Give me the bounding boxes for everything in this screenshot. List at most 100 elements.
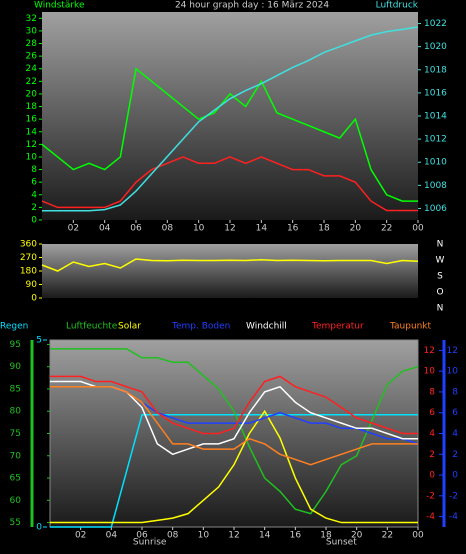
y-tick-label: 16 (26, 115, 38, 125)
y-tick-label: 90 (10, 362, 22, 372)
x-tick-label: 14 (259, 531, 271, 541)
y-tick-label: 6 (31, 178, 37, 188)
y-tick-label: 10 (26, 152, 38, 162)
y2-tick-label: 1016 (424, 88, 447, 98)
y2-tick-label: 1018 (424, 65, 447, 75)
x-tick-label: 22 (382, 531, 393, 541)
y3-tick-label: 5 (36, 336, 42, 346)
annotation: Sunrise (133, 538, 167, 548)
annotation: Sunset (326, 538, 357, 548)
y2-tick-label: 1008 (424, 181, 447, 191)
y-tick-label: 180 (20, 267, 37, 277)
y3-tick-label: 0 (36, 523, 42, 533)
x-tick-label: 08 (162, 224, 174, 234)
direction-label: W (436, 256, 445, 266)
legend-label: Temp. Boden (171, 322, 230, 332)
plot-area (42, 12, 418, 220)
y-tick-label: 95 (10, 340, 21, 350)
direction-label: S (437, 272, 443, 282)
x-tick-label: 12 (228, 531, 239, 541)
x-tick-label: 04 (106, 531, 118, 541)
y-axis-title: Windstärke (34, 1, 85, 11)
y-tick-label: 90 (26, 280, 38, 290)
x-tick-label: 06 (130, 224, 142, 234)
x-tick-label: 20 (350, 224, 362, 234)
plot-area (42, 244, 418, 298)
y-tick-label: 360 (20, 240, 37, 250)
y2-tick-label: 1010 (424, 158, 447, 168)
series-line (50, 409, 418, 524)
y-tick-label: 32 (26, 14, 37, 24)
y2-tick-label: 10 (447, 367, 459, 377)
y2-tick-label: 2 (429, 450, 435, 460)
y2-tick-label: 12 (424, 346, 435, 356)
y-tick-label: 55 (10, 518, 21, 528)
y2-tick-label: 6 (429, 408, 435, 418)
y2-tick-label: 1022 (424, 19, 447, 29)
y-tick-label: 4 (31, 190, 37, 200)
x-tick-label: 10 (193, 224, 205, 234)
x-tick-label: 00 (412, 531, 424, 541)
y-tick-label: 14 (26, 127, 38, 137)
plot-area (49, 339, 419, 528)
y2-tick-label: 2 (452, 450, 458, 460)
y-tick-label: 65 (10, 474, 21, 484)
y2-tick-label: 1014 (424, 112, 447, 122)
x-tick-label: 02 (68, 224, 79, 234)
x-tick-label: 12 (224, 224, 235, 234)
y-tick-label: 20 (26, 89, 38, 99)
direction-label: O (436, 288, 443, 298)
y-tick-label: 24 (26, 64, 38, 74)
legend-label: Windchill (246, 322, 287, 332)
series-line (41, 156, 418, 212)
x-tick-label: 02 (75, 531, 86, 541)
x-tick-label: 16 (287, 224, 299, 234)
legend-label: Solar (118, 322, 141, 332)
series-line (50, 414, 418, 528)
y-tick-label: 0 (31, 294, 37, 304)
y-tick-label: 8 (31, 165, 37, 175)
x-tick-label: 08 (167, 531, 179, 541)
chart-title: 24 hour graph day : 16 März 2024 (175, 1, 329, 11)
y-tick-label: 2 (31, 203, 37, 213)
y-tick-label: 85 (10, 384, 21, 394)
y-tick-label: 26 (26, 52, 38, 62)
y-tick-label: 60 (10, 496, 22, 506)
y-tick-label: 18 (26, 102, 38, 112)
x-tick-label: 14 (256, 224, 268, 234)
legend-label: Regen (0, 322, 28, 332)
y-tick-label: 75 (10, 429, 21, 439)
legend-label: Temperatur (311, 322, 364, 332)
y-tick-label: 30 (26, 26, 38, 36)
x-tick-label: 10 (198, 531, 210, 541)
y-tick-label: 70 (10, 451, 22, 461)
y2-tick-label: 4 (452, 429, 458, 439)
series-line (50, 348, 419, 515)
y2-tick-label: 0 (452, 471, 458, 481)
y2-tick-label: 12 (447, 346, 458, 356)
y2-tick-label: 0 (429, 471, 435, 481)
y-tick-label: 12 (26, 140, 37, 150)
series-line (50, 386, 418, 466)
y2-tick-label: 1012 (424, 135, 447, 145)
y2-tick-label: -4 (426, 512, 435, 522)
series-line (50, 375, 418, 435)
x-tick-label: 20 (351, 531, 363, 541)
x-tick-label: 18 (320, 531, 332, 541)
x-tick-label: 06 (136, 531, 148, 541)
x-tick-label: 16 (290, 531, 302, 541)
series-line (41, 258, 419, 272)
x-tick-label: 18 (318, 224, 330, 234)
y2-axis-title: Luftdruck (376, 1, 419, 11)
y-tick-label: 28 (26, 39, 38, 49)
y2-tick-label: 6 (452, 408, 458, 418)
y-tick-label: 270 (20, 253, 37, 263)
x-tick-label: 22 (381, 224, 392, 234)
y2-tick-label: -2 (426, 491, 435, 501)
y2-tick-label: 1006 (424, 204, 447, 214)
y2-tick-label: -2 (449, 491, 458, 501)
direction-label: N (437, 240, 444, 250)
x-tick-label: 00 (412, 224, 424, 234)
y2-tick-label: 4 (429, 429, 435, 439)
